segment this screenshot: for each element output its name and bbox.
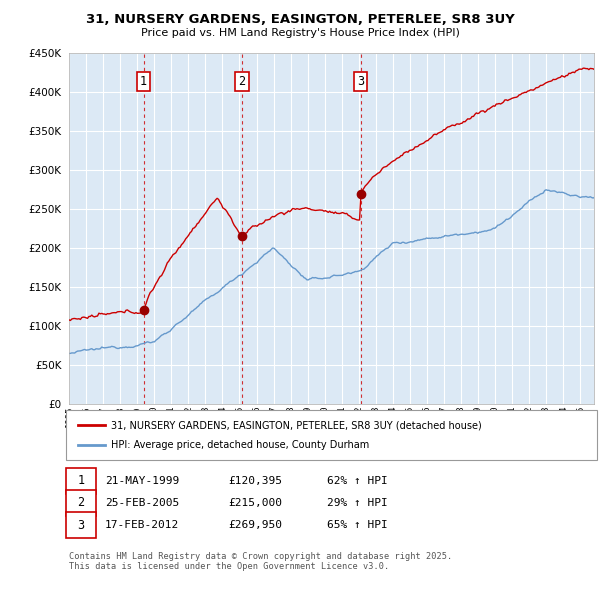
Text: Contains HM Land Registry data © Crown copyright and database right 2025.
This d: Contains HM Land Registry data © Crown c…	[69, 552, 452, 571]
Text: 25-FEB-2005: 25-FEB-2005	[105, 498, 179, 507]
Text: 3: 3	[357, 75, 364, 88]
Text: 1: 1	[140, 75, 147, 88]
Text: Price paid vs. HM Land Registry's House Price Index (HPI): Price paid vs. HM Land Registry's House …	[140, 28, 460, 38]
Text: 1: 1	[77, 474, 85, 487]
Text: 2: 2	[77, 496, 85, 509]
Text: HPI: Average price, detached house, County Durham: HPI: Average price, detached house, Coun…	[111, 440, 369, 450]
Text: 29% ↑ HPI: 29% ↑ HPI	[327, 498, 388, 507]
Text: £269,950: £269,950	[228, 520, 282, 530]
Text: £215,000: £215,000	[228, 498, 282, 507]
Text: 21-MAY-1999: 21-MAY-1999	[105, 476, 179, 486]
Text: 31, NURSERY GARDENS, EASINGTON, PETERLEE, SR8 3UY: 31, NURSERY GARDENS, EASINGTON, PETERLEE…	[86, 13, 514, 26]
Text: 3: 3	[77, 519, 85, 532]
Text: 31, NURSERY GARDENS, EASINGTON, PETERLEE, SR8 3UY (detached house): 31, NURSERY GARDENS, EASINGTON, PETERLEE…	[111, 421, 482, 430]
Text: 62% ↑ HPI: 62% ↑ HPI	[327, 476, 388, 486]
Text: 17-FEB-2012: 17-FEB-2012	[105, 520, 179, 530]
Text: £120,395: £120,395	[228, 476, 282, 486]
Text: 2: 2	[238, 75, 245, 88]
Text: 65% ↑ HPI: 65% ↑ HPI	[327, 520, 388, 530]
